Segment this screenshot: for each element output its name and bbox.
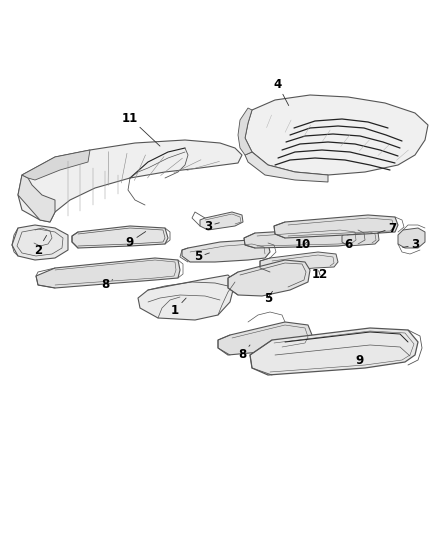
Polygon shape bbox=[250, 328, 418, 375]
Polygon shape bbox=[238, 108, 252, 155]
Text: 5: 5 bbox=[194, 251, 209, 263]
Text: 10: 10 bbox=[295, 238, 311, 252]
Polygon shape bbox=[200, 212, 243, 230]
Text: 8: 8 bbox=[101, 279, 113, 292]
Text: 1: 1 bbox=[171, 298, 186, 317]
Text: 6: 6 bbox=[344, 238, 352, 252]
Polygon shape bbox=[398, 228, 425, 248]
Text: 3: 3 bbox=[204, 220, 219, 232]
Polygon shape bbox=[18, 140, 242, 222]
Polygon shape bbox=[18, 175, 55, 222]
Polygon shape bbox=[72, 226, 168, 248]
Text: 12: 12 bbox=[312, 269, 328, 281]
Polygon shape bbox=[218, 322, 312, 355]
Polygon shape bbox=[260, 252, 338, 272]
Polygon shape bbox=[138, 275, 235, 320]
Polygon shape bbox=[36, 258, 180, 288]
Text: 2: 2 bbox=[34, 236, 46, 256]
Polygon shape bbox=[228, 260, 310, 296]
Polygon shape bbox=[12, 225, 68, 260]
Text: 3: 3 bbox=[403, 238, 419, 252]
Text: 7: 7 bbox=[378, 222, 396, 235]
Text: 9: 9 bbox=[356, 353, 364, 367]
Text: 9: 9 bbox=[126, 231, 146, 248]
Polygon shape bbox=[245, 95, 428, 175]
Polygon shape bbox=[182, 240, 270, 262]
Polygon shape bbox=[244, 228, 360, 248]
Polygon shape bbox=[245, 152, 328, 182]
Text: 8: 8 bbox=[238, 345, 250, 361]
Polygon shape bbox=[342, 230, 379, 246]
Text: 5: 5 bbox=[264, 292, 272, 304]
Text: 4: 4 bbox=[274, 78, 289, 106]
Polygon shape bbox=[22, 150, 90, 180]
Polygon shape bbox=[274, 215, 398, 238]
Text: 11: 11 bbox=[122, 111, 160, 146]
